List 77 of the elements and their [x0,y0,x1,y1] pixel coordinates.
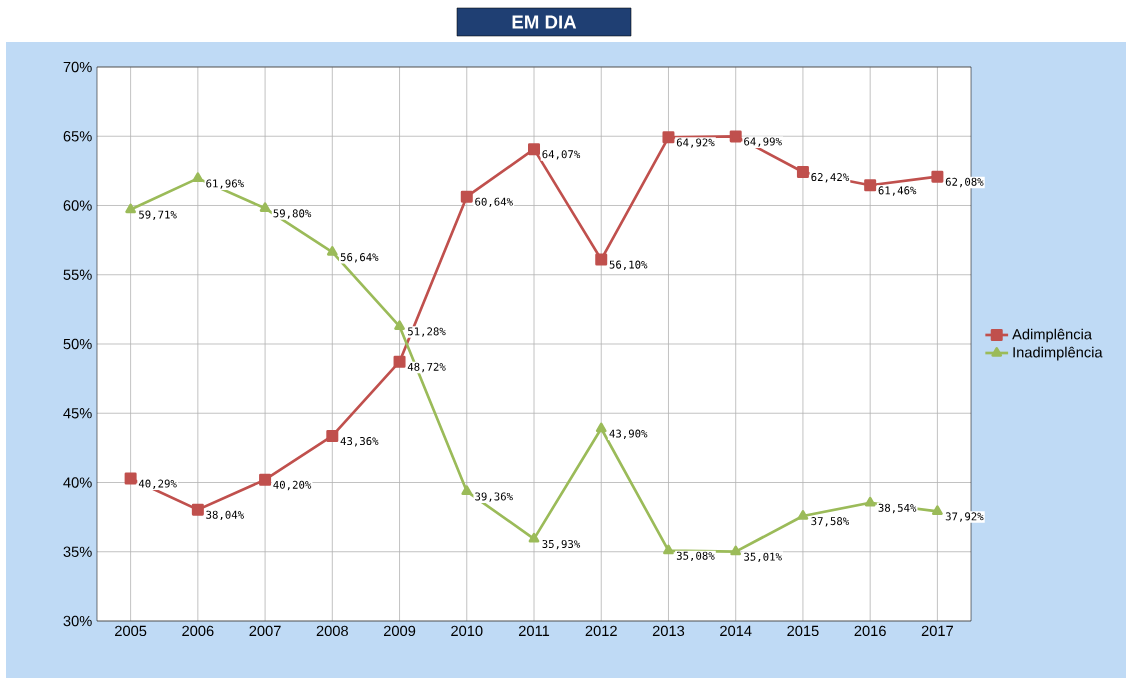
data-label: 51,28% [408,327,446,337]
point [864,496,876,507]
point [663,544,674,555]
point [864,179,877,192]
x-tick-label: 2008 [316,625,348,637]
point [528,143,541,156]
data-label: 40,20% [273,480,312,491]
data-label: 64,99% [744,137,782,147]
data-label: 61,96% [206,179,244,189]
data-label: 43,90% [609,429,648,439]
data-label: 35,93% [542,539,581,550]
x-tick-label: 2006 [182,625,214,637]
point [191,503,204,516]
data-label: 38,54% [878,503,917,514]
x-tick-label: 2016 [854,625,886,637]
data-label: 35,08% [676,551,715,562]
point [932,505,943,515]
point [124,472,137,485]
data-label: 62,42% [811,173,850,183]
data-label: 64,07% [542,150,581,160]
data-label: 56,64% [340,253,379,263]
data-label: 37,58% [811,517,850,527]
x-tick-label: 2013 [652,625,685,637]
data-label: 37,92% [945,512,984,522]
data-label: 59,71% [139,210,177,220]
point [259,202,271,212]
data-label: 43,36% [340,437,379,447]
data-label: 62,08% [945,177,984,188]
point [595,253,608,266]
legend-label: Inadimplência [1013,346,1103,361]
point [125,203,136,214]
y-tick-label: 30% [63,615,92,627]
chart-title: EM DIA [512,15,577,29]
data-label: 35,01% [744,552,782,563]
point [662,131,675,144]
data-label: 61,46% [878,186,917,196]
data-label: 59,80% [273,209,312,219]
x-tick-label: 2011 [518,625,550,637]
point [797,510,809,520]
point [796,165,809,178]
point [394,320,405,330]
x-tick-label: 2005 [115,625,147,637]
y-tick-label: 50% [63,338,92,350]
point [730,545,742,556]
point [259,473,272,486]
point [326,246,338,256]
data-label: 64,92% [676,138,715,148]
x-tick-label: 2010 [451,625,483,637]
y-tick-label: 70% [63,61,92,73]
point [393,355,406,368]
point [461,485,473,496]
data-label: 38,04% [206,510,244,521]
point [326,429,339,442]
x-tick-label: 2015 [787,625,819,637]
x-tick-label: 2017 [921,625,953,637]
y-tick-label: 60% [63,200,92,211]
y-tick-label: 65% [63,131,92,142]
data-label: 56,10% [609,260,648,270]
data-label: 60,64% [475,197,513,208]
point [460,190,473,203]
data-label: 40,29% [138,479,177,489]
x-tick-label: 2009 [383,625,416,637]
y-tick-label: 35% [63,546,92,557]
point [931,170,944,183]
point [729,130,742,143]
legend-label: Adimplência [1012,328,1092,343]
x-tick-label: 2014 [720,625,752,637]
data-label: 48,72% [407,362,446,373]
y-tick-label: 45% [63,408,92,419]
x-tick-label: 2012 [585,625,617,637]
y-tick-label: 55% [63,269,92,280]
data-label: 39,36% [475,492,513,502]
point [528,532,540,543]
y-tick-label: 40% [63,477,92,488]
x-tick-label: 2007 [249,625,281,637]
point [192,172,204,183]
point [595,422,607,433]
